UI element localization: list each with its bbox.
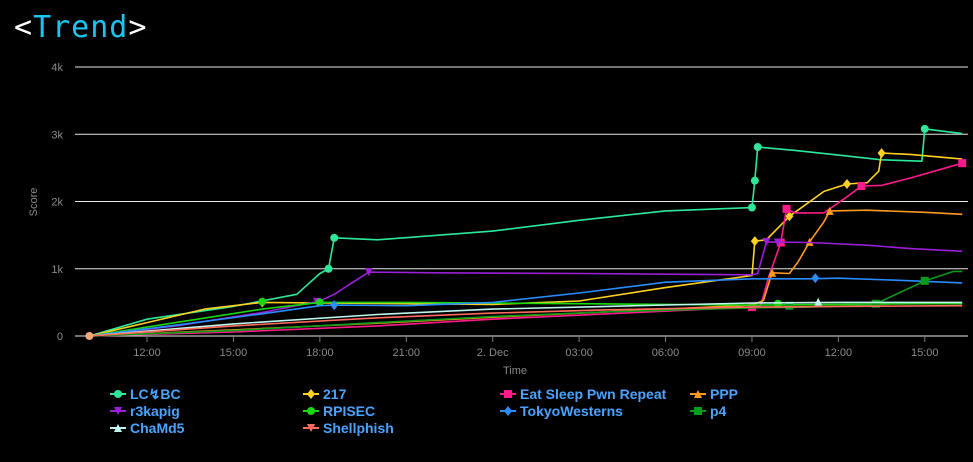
data-point bbox=[871, 299, 880, 308]
legend-label: TokyoWesterns bbox=[520, 403, 623, 419]
data-point bbox=[785, 211, 794, 222]
data-point bbox=[782, 204, 791, 213]
data-point bbox=[773, 299, 782, 308]
series-2 bbox=[89, 159, 967, 337]
data-point bbox=[258, 297, 267, 306]
legend-swatch-marker bbox=[307, 407, 315, 415]
legend-item: TokyoWesterns bbox=[500, 403, 623, 419]
data-point bbox=[330, 300, 339, 311]
data-point bbox=[747, 203, 756, 212]
series-line bbox=[89, 277, 963, 337]
legend-item: p4 bbox=[690, 403, 727, 419]
legend-label: 217 bbox=[323, 386, 347, 402]
chart-series bbox=[85, 124, 967, 340]
data-point bbox=[814, 297, 823, 306]
legend-label: Shellphish bbox=[323, 420, 394, 436]
series-line bbox=[89, 301, 963, 337]
legend-swatch-marker bbox=[694, 407, 702, 415]
series-line bbox=[89, 241, 963, 337]
data-point bbox=[750, 236, 759, 247]
data-point bbox=[768, 268, 777, 277]
origin-point bbox=[85, 332, 94, 340]
x-tick-label: 12:00 bbox=[825, 347, 853, 359]
legend-item: PPP bbox=[690, 386, 738, 402]
x-tick-label: 15:00 bbox=[911, 347, 939, 359]
data-point bbox=[825, 206, 834, 215]
legend-label: PPP bbox=[710, 386, 738, 402]
x-tick-label: 2. Dec bbox=[477, 347, 509, 359]
y-tick-label: 4k bbox=[51, 62, 63, 74]
legend-item: RPISEC bbox=[303, 403, 375, 419]
legend-label: RPISEC bbox=[323, 403, 375, 419]
legend-label: ChaMd5 bbox=[130, 420, 185, 436]
title-open-bracket: < bbox=[14, 10, 34, 45]
data-point bbox=[811, 273, 820, 284]
data-point bbox=[877, 148, 886, 159]
series-4 bbox=[89, 237, 963, 337]
data-point bbox=[330, 233, 339, 242]
legend-item: r3kapig bbox=[110, 403, 180, 419]
y-tick-label: 3k bbox=[51, 129, 63, 141]
x-tick-label: 21:00 bbox=[393, 347, 421, 359]
x-axis-label: Time bbox=[503, 365, 527, 377]
legend-swatch-marker bbox=[114, 390, 122, 398]
legend-swatch-marker bbox=[114, 424, 122, 432]
legend-label: Eat Sleep Pwn Repeat bbox=[520, 386, 667, 402]
data-point bbox=[843, 179, 852, 190]
x-tick-label: 09:00 bbox=[738, 347, 766, 359]
data-point bbox=[785, 301, 794, 310]
data-point bbox=[920, 124, 929, 133]
y-tick-label: 2k bbox=[51, 197, 63, 209]
x-tick-label: 15:00 bbox=[220, 347, 248, 359]
x-tick-label: 18:00 bbox=[306, 347, 334, 359]
series-6 bbox=[89, 273, 963, 337]
data-point bbox=[920, 276, 929, 285]
legend-item: 217 bbox=[303, 386, 347, 402]
data-point bbox=[364, 268, 373, 277]
data-point bbox=[762, 237, 771, 246]
x-axis-ticks: 12:00 15:00 18:00 21:00 2. Dec 03:00 06:00 09:0… bbox=[133, 336, 939, 359]
data-point bbox=[958, 159, 967, 168]
title-word: Trend bbox=[33, 10, 129, 45]
data-point bbox=[750, 176, 759, 185]
legend-swatch-marker bbox=[307, 424, 315, 432]
legend-item: LC↯BC bbox=[110, 386, 181, 402]
x-tick-label: 06:00 bbox=[652, 347, 680, 359]
y-axis-ticks: 0 1k 2k 3k 4k bbox=[51, 62, 63, 343]
series-8 bbox=[89, 297, 963, 337]
data-point bbox=[324, 264, 333, 273]
x-tick-label: 12:00 bbox=[133, 347, 161, 359]
legend-label: p4 bbox=[710, 403, 727, 419]
data-point bbox=[315, 298, 324, 307]
chart-grid bbox=[75, 66, 968, 337]
x-tick-label: 03:00 bbox=[565, 347, 593, 359]
data-point bbox=[753, 143, 762, 152]
legend-label: r3kapig bbox=[130, 403, 180, 419]
legend-item: Shellphish bbox=[303, 420, 394, 436]
data-point bbox=[857, 182, 866, 191]
series-line bbox=[89, 304, 963, 337]
legend-label: LC↯BC bbox=[130, 386, 181, 402]
y-tick-label: 0 bbox=[57, 331, 63, 343]
y-tick-label: 1k bbox=[51, 264, 63, 276]
y-axis-label: Score bbox=[28, 188, 40, 217]
data-point bbox=[773, 238, 782, 247]
legend-item: Eat Sleep Pwn Repeat bbox=[500, 386, 667, 402]
chart-legend: LC↯BC 217 Eat Sleep Pwn Repeat PPP r3kapig RP… bbox=[110, 386, 738, 436]
series-0 bbox=[89, 124, 963, 337]
series-9 bbox=[89, 304, 963, 337]
title-close-bracket: > bbox=[128, 10, 148, 45]
series-line bbox=[89, 128, 963, 337]
legend-swatch-marker bbox=[504, 406, 512, 416]
legend-swatch-marker bbox=[504, 390, 512, 398]
legend-swatch-marker bbox=[307, 389, 315, 399]
legend-swatch-marker bbox=[694, 390, 702, 398]
series-line bbox=[89, 152, 963, 337]
legend-swatch-marker bbox=[114, 407, 122, 415]
page-title: <Trend> bbox=[14, 10, 147, 45]
legend-item: ChaMd5 bbox=[110, 420, 185, 436]
